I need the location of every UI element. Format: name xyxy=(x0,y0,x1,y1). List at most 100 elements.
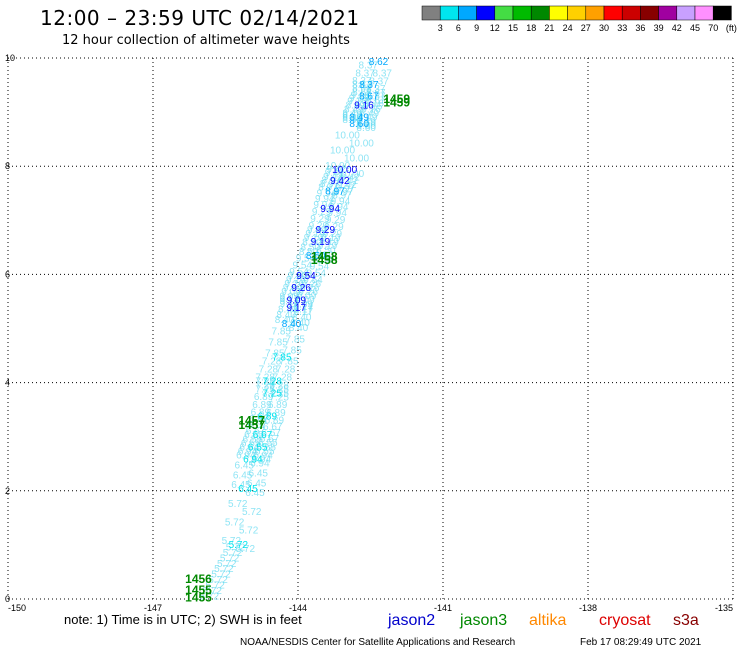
satellite-legend-jason2: jason2 xyxy=(387,612,435,629)
swh-track-label: 6.45 xyxy=(231,480,251,491)
swh-track-label: 6.89 xyxy=(251,408,271,419)
swh-track-label: 9.17 xyxy=(280,296,300,307)
swh-track-label: 8.67 xyxy=(352,80,372,91)
satellite-legend: jason2 jason3 altika cryosat s3a xyxy=(387,612,699,629)
swh-track-label: 8.49 xyxy=(360,109,380,120)
swh-track-label: 7.85 xyxy=(268,338,288,349)
swh-track-label: 6.94 xyxy=(250,458,270,469)
color-scale-label: 21 xyxy=(544,23,554,33)
swh-track-label: 8.50 xyxy=(313,255,333,266)
swh-track-label: 6.89 xyxy=(265,416,285,427)
color-swatch xyxy=(658,5,678,21)
swh-track-label: 6.89 xyxy=(266,408,286,419)
color-swatch xyxy=(585,5,605,21)
swh-track-label: 9.26 xyxy=(284,279,304,290)
swh-track-label: 5.72 xyxy=(223,548,243,559)
time-label: 1457 xyxy=(238,418,265,432)
time-label: 1455 xyxy=(185,583,212,597)
swh-track-label: 8.97 xyxy=(332,191,352,202)
swh-value-label: 7.25 xyxy=(262,388,282,399)
swh-track-label: 8.40 xyxy=(289,323,309,334)
swh-track-label: 7.25 xyxy=(255,376,275,387)
swh-track-label: 9.42 xyxy=(326,165,346,176)
swh-track-label: 6.67 xyxy=(261,428,281,439)
swh-track-label: 9.17 xyxy=(294,304,314,315)
swh-track-label: 9.94 xyxy=(329,202,349,213)
swh-track-label: 7.25 xyxy=(255,384,275,395)
swh-track-label: 8.60 xyxy=(356,123,376,134)
swh-track-label: 9.94 xyxy=(317,188,337,199)
swh-track-label: 7.28 xyxy=(255,373,275,384)
swh-track-label: 9.54 xyxy=(292,260,312,271)
swh-track-label: 8.60 xyxy=(356,121,376,132)
swh-value-label: 8.37 xyxy=(359,80,379,91)
swh-track-label: 7.28 xyxy=(269,381,289,392)
swh-track-label: 5.72 xyxy=(239,525,259,536)
swh-track-label: 9.17 xyxy=(280,294,300,305)
swh-track-label: 5.72 xyxy=(226,543,246,554)
swh-track-label: 6.45 xyxy=(248,468,268,479)
color-scale-label: 30 xyxy=(599,23,609,33)
timestamp-text: Feb 17 08:29:49 UTC 2021 xyxy=(580,637,702,648)
color-swatch xyxy=(476,5,496,21)
y-tick-label: 4 xyxy=(5,378,10,388)
swh-track-label: 9.19 xyxy=(321,233,341,244)
swh-track-label: 5.72 xyxy=(200,591,220,602)
color-swatch xyxy=(640,5,659,21)
swh-track-label: 9.19 xyxy=(319,237,339,248)
x-tick-label: -141 xyxy=(434,603,452,613)
swh-track-label: 8.97 xyxy=(335,183,355,194)
swh-track-label: 6.67 xyxy=(247,420,267,431)
color-scale-legend: 3 6 9 12 15 18 21 24 27 30 33 36 39 42 45 70 (ft) xyxy=(421,5,737,33)
color-scale-label: 12 xyxy=(490,23,500,33)
swh-track-label: 8.50 xyxy=(316,246,336,257)
swh-track-label: 8.49 xyxy=(344,105,364,116)
swh-track-label: 9.42 xyxy=(337,180,357,191)
y-tick-label: 2 xyxy=(5,486,10,496)
swh-track-label: 6.94 xyxy=(238,446,258,457)
time-label: 1455 xyxy=(185,590,212,604)
swh-track-label: 8.40 xyxy=(292,312,312,323)
swh-track-label: 6.45 xyxy=(233,470,253,481)
swh-track-label: 8.37 xyxy=(369,76,389,87)
color-swatch xyxy=(494,5,514,21)
swh-track-label: 9.17 xyxy=(294,302,314,313)
swh-track-label: 8.37 xyxy=(373,69,393,80)
swh-track-label: 6.89 xyxy=(252,400,272,411)
credit-text: NOAA/NESDIS Center for Satellite Applica… xyxy=(240,637,515,648)
color-scale-label: 9 xyxy=(474,23,479,33)
color-swatch xyxy=(549,5,568,21)
grid-lines xyxy=(7,57,734,600)
satellite-legend-s3a: s3a xyxy=(673,612,699,629)
x-tick-label: -150 xyxy=(8,603,26,613)
swh-track-label: 8.50 xyxy=(299,247,319,258)
color-swatch xyxy=(694,5,714,21)
time-label: 1459 xyxy=(383,95,410,109)
swh-value-label: 9.54 xyxy=(296,271,316,282)
swh-track-label: 9.26 xyxy=(298,287,318,298)
swh-track-label: 6.55 xyxy=(241,439,261,450)
swh-track-label: 8.50 xyxy=(301,242,321,253)
swh-value-label: 9.19 xyxy=(311,237,331,248)
swh-track-label: 6.67 xyxy=(249,414,269,425)
swh-track-label: 6.55 xyxy=(255,447,275,458)
y-tick-label: 10 xyxy=(5,53,15,63)
swh-track-label: 9.16 xyxy=(349,94,369,105)
swh-value-label: 8.50 xyxy=(306,251,326,262)
time-label: 1459 xyxy=(383,92,410,106)
swh-value-label: 6.55 xyxy=(248,443,268,454)
swh-track-label: 9.54 xyxy=(303,275,323,286)
swh-value-label: 5.72 xyxy=(229,540,249,551)
swh-value-label: 9.29 xyxy=(316,225,336,236)
swh-value-label: 8.97 xyxy=(325,187,345,198)
swh-track-label: 9.29 xyxy=(309,221,329,232)
swh-value-label: 6.94 xyxy=(243,454,263,465)
swh-value-label: 8.40 xyxy=(282,319,302,330)
color-scale-label: 24 xyxy=(563,23,573,33)
swh-track-label: 9.09 xyxy=(294,299,314,310)
swh-track-label: 9.16 xyxy=(361,105,381,116)
swh-track-label: 9.94 xyxy=(315,194,335,205)
time-label: 1456 xyxy=(185,572,212,586)
swh-track-label: 8.60 xyxy=(342,111,362,122)
swh-track-label: 5.72 xyxy=(225,517,245,528)
